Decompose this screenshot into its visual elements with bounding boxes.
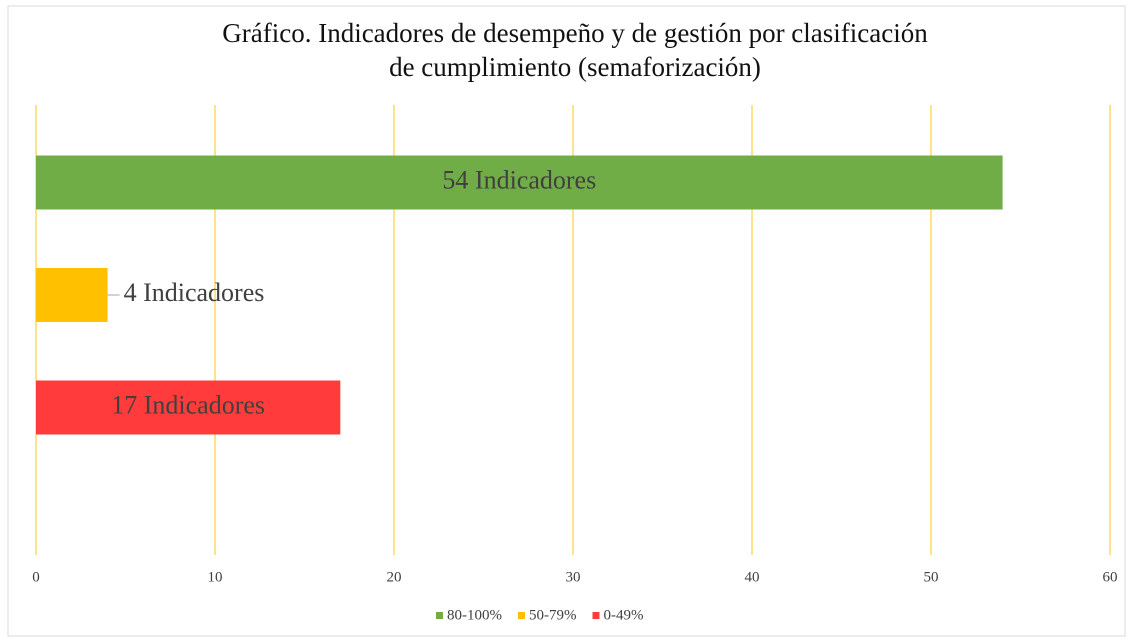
bar [36,268,108,322]
x-tick-label: 0 [32,569,40,585]
x-tick-label: 30 [566,569,581,585]
x-tick-label: 60 [1103,569,1118,585]
data-label: 17 Indicadores [111,390,265,419]
chart-title: Gráfico. Indicadores de desempeño y de g… [222,18,928,48]
chart-border [7,5,1126,637]
x-tick-label: 40 [745,569,760,585]
data-label: 54 Indicadores [442,165,596,194]
chart-title: de cumplimiento (semaforización) [389,52,761,82]
bar [36,380,341,435]
legend-marker [436,612,443,619]
x-tick-label: 50 [924,569,939,585]
x-tick-label: 10 [208,569,223,585]
legend-marker [518,612,525,619]
legend-label: 50-79% [529,607,577,623]
bar [36,155,1003,210]
legend-marker [592,612,600,619]
legend-label: 0-49% [604,607,644,623]
x-tick-label: 20 [387,569,402,585]
legend-label: 80-100% [447,607,502,623]
data-label: 4 Indicadores [124,278,265,307]
